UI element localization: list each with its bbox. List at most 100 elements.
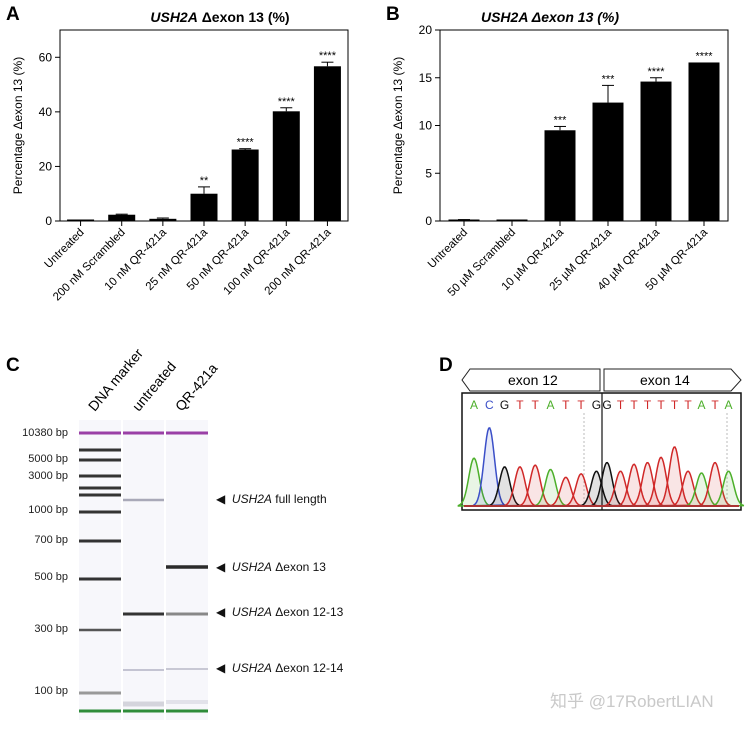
base-call: T: [671, 398, 679, 412]
gel-image: [79, 420, 208, 720]
base-call: T: [711, 398, 719, 412]
base-call: T: [684, 398, 692, 412]
y-tick-label: 20: [419, 23, 433, 37]
gene-name: USH2A: [231, 661, 272, 675]
gel-band: [123, 498, 164, 502]
bar: [231, 149, 259, 221]
base-call: A: [546, 398, 554, 412]
panel-label-a: A: [6, 4, 20, 25]
base-call: A: [724, 398, 732, 412]
chromatogram-peak: [503, 466, 536, 507]
chromatogram-peak: [549, 476, 582, 507]
title-gene: USH2A: [150, 9, 197, 25]
base-call: G: [592, 398, 601, 412]
base-call: A: [470, 398, 478, 412]
gel-band: [79, 510, 121, 514]
exon-14-arrow: [603, 368, 742, 392]
y-tick-label: 40: [39, 105, 53, 119]
y-tick-label: 0: [425, 214, 432, 228]
y-tick-label: 20: [39, 159, 53, 173]
title-text: Δexon 13 (%): [528, 9, 619, 25]
significance-label: ****: [237, 137, 255, 149]
gel-band: [123, 669, 164, 671]
bar: [272, 111, 300, 221]
gel-band: [79, 493, 121, 497]
bar: [640, 81, 672, 221]
gel-band: [79, 577, 121, 581]
y-tick-label: 15: [419, 71, 433, 85]
bar: [544, 130, 576, 221]
size-label: 1000 bp: [28, 504, 68, 516]
chromatogram-peak: [631, 461, 664, 507]
title-text: Δexon 13 (%): [198, 9, 290, 25]
exon-14-label: exon 14: [640, 372, 690, 388]
gel-band: [79, 458, 121, 462]
exon-12-label: exon 12: [508, 372, 558, 388]
gel-band: [166, 612, 208, 616]
chromatogram-peak: [590, 461, 623, 507]
significance-label: **: [200, 175, 209, 187]
bar: [149, 218, 177, 221]
chromatogram-peak: [698, 461, 731, 507]
gel-band: [166, 431, 208, 435]
y-tick-label: 5: [425, 166, 432, 180]
annotation-text: full length: [271, 492, 327, 506]
bar: [688, 62, 720, 221]
chromatogram-peak: [671, 470, 704, 507]
y-axis-label: Percentage Δexon 13 (%): [11, 57, 25, 194]
chart-title: USH2A Δexon 13 (%): [481, 9, 619, 25]
gel-band: [166, 709, 208, 713]
annotation-text: Δexon 12-13: [271, 605, 344, 619]
base-call: C: [485, 398, 494, 412]
y-tick-label: 0: [45, 214, 52, 228]
chromatogram-peak: [564, 473, 597, 507]
bar: [448, 219, 480, 221]
base-call: T: [532, 398, 540, 412]
chart-b: USH2A Δexon 13 (%) 0 5 10 15 20 Percentage Δex…: [391, 9, 729, 299]
base-call: T: [644, 398, 652, 412]
chromatogram-peak: [658, 446, 693, 507]
gel-band: [123, 612, 164, 616]
gel-lane: [166, 420, 208, 720]
significance-label: ****: [695, 50, 713, 62]
significance-label: ***: [602, 73, 616, 85]
base-call: T: [630, 398, 638, 412]
base-call: T: [617, 398, 625, 412]
band-annotation-full-length: ◀ USH2A full length: [216, 492, 327, 506]
base-call: A: [697, 398, 705, 412]
base-call: G: [500, 398, 509, 412]
gel-band: [79, 709, 121, 713]
significance-label: ****: [278, 96, 296, 108]
gel-band: [166, 668, 208, 670]
size-label: 300 bp: [34, 623, 68, 635]
significance-label: ***: [554, 114, 568, 126]
chromatogram-peak: [644, 456, 677, 507]
watermark: 知乎 @17RobertLIAN: [550, 692, 714, 711]
size-label: 5000 bp: [28, 453, 68, 465]
panel-label-c: C: [6, 355, 20, 376]
bar: [108, 214, 136, 221]
gel-band: [79, 691, 121, 695]
y-axis-label: Percentage Δexon 13 (%): [391, 57, 405, 194]
x-tick-label: Untreated: [426, 227, 470, 271]
chart-title: USH2A Δexon 13 (%): [150, 9, 289, 25]
y-tick-label: 60: [39, 50, 53, 64]
chart-a: USH2A Δexon 13 (%) 0 20 40 60 Percentage Δexo…: [11, 9, 349, 303]
band-annotation-delta-exon12-13: ◀ USH2A Δexon 12-13: [216, 605, 344, 619]
base-call: T: [562, 398, 570, 412]
bar: [190, 193, 218, 221]
gel-band: [79, 628, 121, 632]
chromatogram-peak: [488, 466, 521, 507]
bar: [67, 219, 95, 221]
band-annotation-delta-exon13: ◀ USH2A Δexon 13: [216, 560, 326, 574]
bar: [313, 66, 341, 221]
exon-12-arrow: [461, 368, 601, 392]
title-gene: USH2A: [481, 9, 528, 25]
chromatogram-peak: [712, 470, 745, 507]
chromatogram-peak: [685, 472, 718, 507]
gel-band: [79, 539, 121, 543]
x-tick-label: Untreated: [42, 227, 86, 271]
gel-lane: [123, 420, 164, 720]
gel-band: [123, 431, 164, 435]
